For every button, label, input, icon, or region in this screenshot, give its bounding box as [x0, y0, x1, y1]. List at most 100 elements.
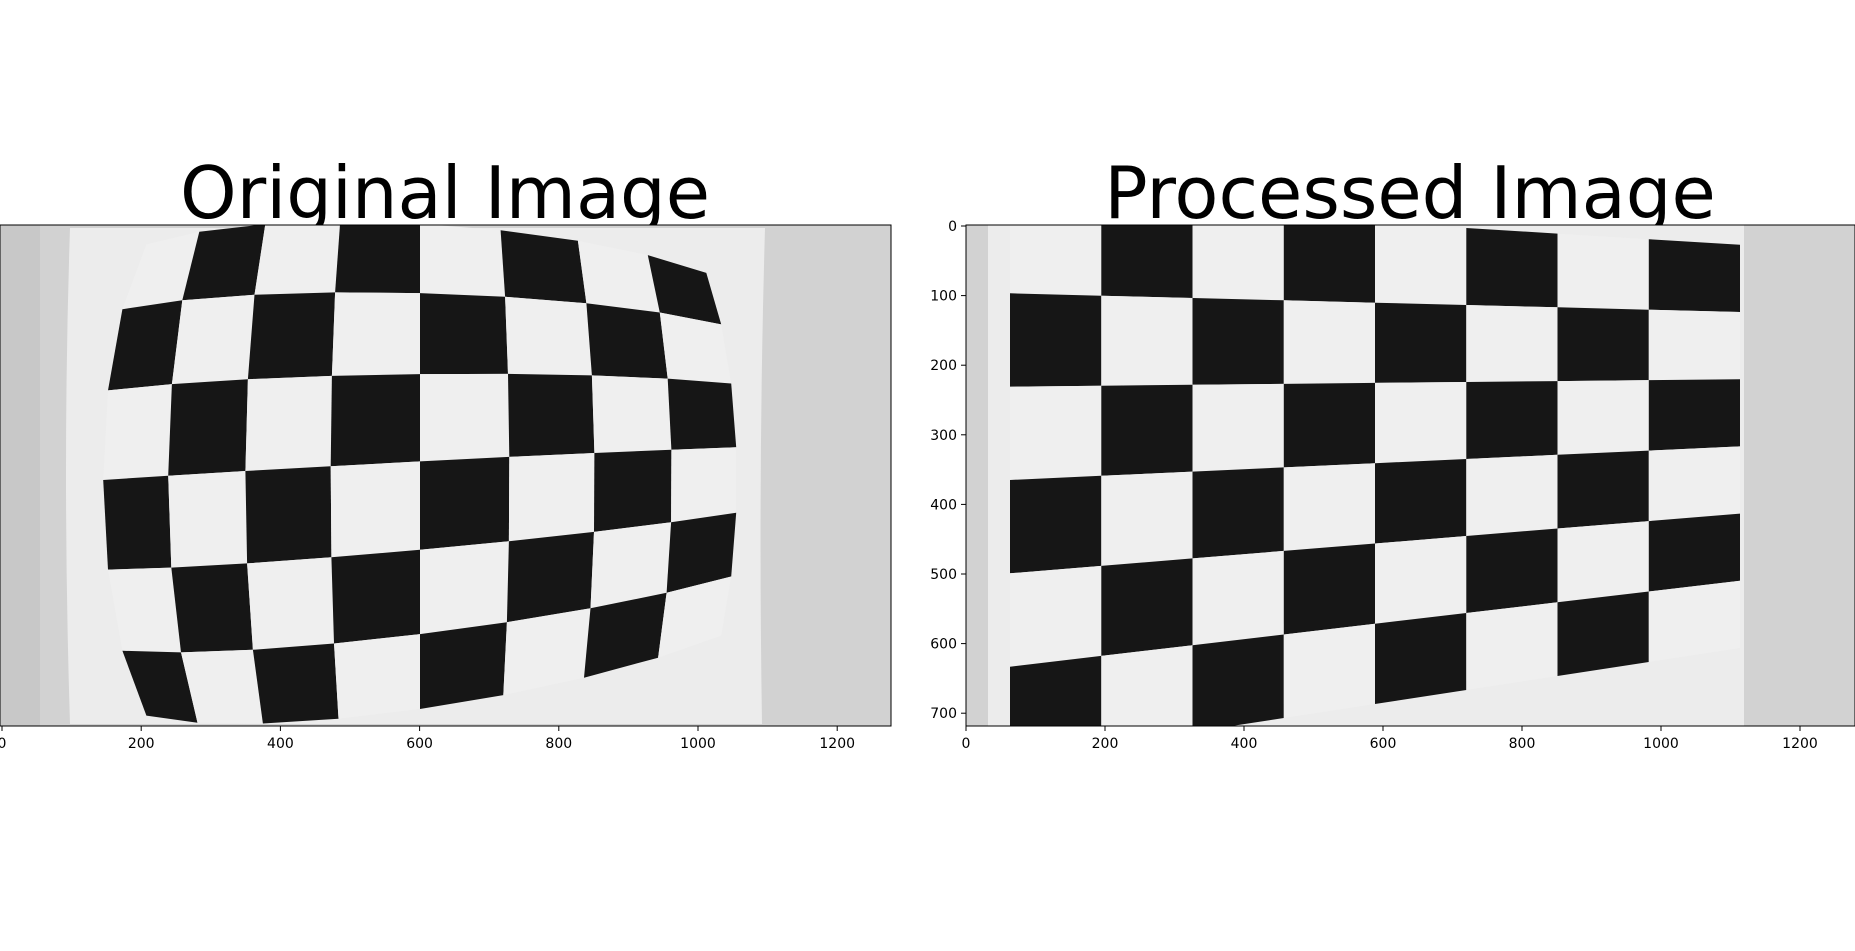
light-square — [1648, 580, 1740, 662]
x-tick-label: 1000 — [1643, 736, 1679, 752]
dark-square — [420, 622, 507, 709]
y-tick-label: 200 — [930, 358, 957, 374]
light-square — [577, 240, 660, 313]
x-tick-label: 800 — [545, 736, 572, 752]
light-square — [1283, 463, 1375, 551]
dark-square — [1466, 228, 1558, 308]
light-square — [658, 576, 732, 658]
dark-square — [247, 292, 336, 380]
checkerboard-original — [103, 225, 737, 724]
dark-square — [1375, 302, 1467, 383]
light-square — [420, 225, 506, 297]
light-square — [1557, 521, 1649, 603]
y-tick-label: 600 — [930, 637, 957, 653]
dark-square — [1466, 381, 1558, 459]
light-square — [1010, 225, 1102, 296]
x-tick-label: 1200 — [819, 736, 855, 752]
dark-square — [331, 549, 420, 644]
y-tick-label: 400 — [930, 497, 957, 513]
dark-square — [103, 475, 172, 570]
dark-square — [666, 512, 737, 593]
light-square — [1466, 305, 1558, 382]
dark-square — [506, 531, 594, 623]
dark-square — [1283, 382, 1375, 468]
light-square — [1466, 602, 1558, 690]
light-square — [1010, 565, 1102, 667]
dark-square — [1557, 450, 1649, 529]
y-tick-label: 500 — [930, 567, 957, 583]
x-tick-label: 200 — [1092, 736, 1119, 752]
dark-square — [168, 379, 248, 476]
dark-square — [182, 225, 266, 301]
axes-frame-processed — [965, 224, 1855, 727]
light-square — [181, 649, 263, 724]
dark-square — [1466, 528, 1558, 613]
light-square — [108, 567, 181, 653]
dark-square — [330, 374, 420, 467]
light-square — [330, 461, 420, 558]
light-square — [420, 541, 509, 635]
light-square — [168, 471, 248, 568]
light-square — [331, 292, 420, 376]
panel-title-processed: Processed Image — [1104, 151, 1716, 235]
dark-square — [1010, 293, 1102, 387]
dark-square — [1192, 634, 1284, 726]
light-square — [334, 634, 420, 719]
light-square — [1101, 471, 1193, 566]
panel-processed: Processed Image 0 200 400 600 800 1000 1200 0 1… — [930, 151, 1855, 752]
dark-square — [508, 373, 595, 457]
dark-square — [252, 643, 339, 724]
light-square — [505, 296, 592, 376]
light-square — [1648, 309, 1740, 381]
dark-square — [108, 300, 183, 391]
dark-square — [500, 230, 587, 304]
light-square — [171, 294, 255, 385]
light-square — [508, 453, 595, 542]
panel-title-original: Original Image — [180, 151, 710, 235]
dark-square — [1192, 298, 1284, 385]
dark-square — [1010, 475, 1102, 574]
light-square — [1466, 454, 1558, 536]
checkerboard-processed — [1010, 225, 1740, 726]
image-original — [0, 225, 891, 726]
light-square — [590, 522, 672, 609]
light-square — [1557, 380, 1649, 455]
light-square — [1375, 536, 1467, 624]
light-square — [1283, 623, 1375, 718]
light-square — [591, 375, 672, 453]
light-square — [122, 231, 200, 310]
dark-square — [647, 255, 722, 325]
light-square — [1010, 385, 1102, 480]
light-square — [1375, 382, 1467, 464]
light-square — [1192, 383, 1284, 472]
light-square — [671, 447, 737, 523]
dark-square — [122, 650, 198, 723]
panel-original: Original Image 0 200 400 600 800 1000 1200 — [0, 151, 892, 752]
dark-square — [1192, 467, 1284, 559]
axes-frame-original — [0, 224, 892, 727]
dark-square — [594, 449, 672, 532]
dark-square — [171, 563, 253, 653]
y-tick-label: 0 — [948, 219, 957, 235]
y-tick-label: 700 — [930, 706, 957, 722]
x-tick-label: 1000 — [680, 736, 716, 752]
image-processed — [966, 225, 1855, 726]
light-square — [1648, 446, 1740, 522]
x-tick-label: 400 — [1231, 736, 1258, 752]
light-square — [1192, 550, 1284, 646]
x-tick-label: 0 — [962, 736, 971, 752]
light-square — [247, 557, 334, 650]
y-tick-label: 300 — [930, 428, 957, 444]
light-square — [245, 375, 332, 471]
light-square — [1375, 225, 1467, 305]
dark-square — [584, 592, 667, 678]
dark-square — [1557, 591, 1649, 676]
x-tick-label: 800 — [1509, 736, 1536, 752]
y-tick-label: 100 — [930, 289, 957, 305]
wall-left-strip — [0, 225, 40, 726]
x-tick-label: 600 — [406, 736, 433, 752]
dark-square — [1101, 225, 1193, 298]
x-axis-processed: 0 200 400 600 800 1000 1200 — [962, 726, 1818, 752]
light-square — [1192, 225, 1284, 301]
dark-square — [667, 378, 737, 450]
